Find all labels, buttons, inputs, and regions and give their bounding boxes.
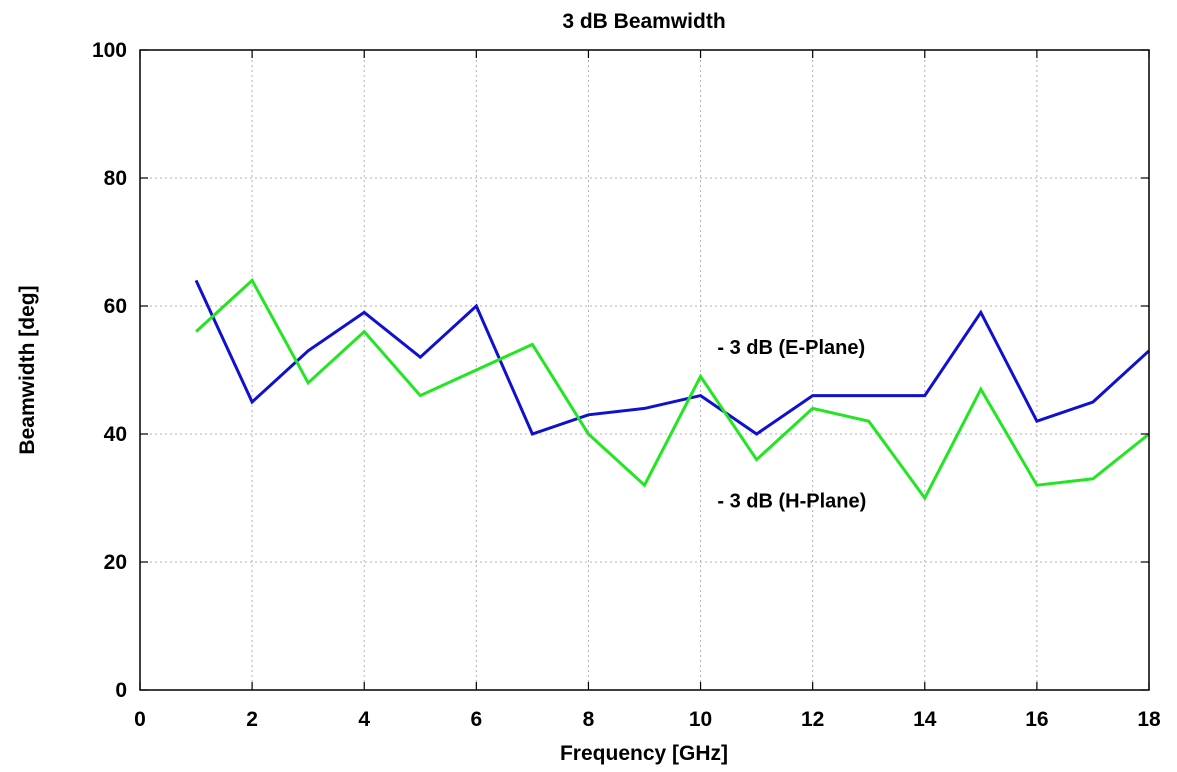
chart-title: 3 dB Beamwidth	[562, 10, 725, 33]
annotation-label-1: - 3 dB (E-Plane)	[717, 337, 865, 359]
x-tick-label: 2	[246, 708, 258, 731]
series-line-2	[195, 278, 1150, 501]
y-tick-label: 40	[104, 423, 127, 446]
x-tick-label: 18	[1137, 708, 1161, 731]
y-tick-label: 80	[104, 167, 127, 190]
x-tick-label: 14	[913, 708, 937, 731]
series-line-1	[194, 279, 1151, 436]
axis-ticks: 0 2 4 6 8 10 12 14 16 18 0 20 40 60 80 100	[92, 39, 1161, 731]
grid	[140, 50, 1149, 690]
y-tick-label: 100	[92, 39, 127, 62]
x-tick-label: 10	[689, 708, 712, 731]
plot-frame	[139, 49, 1150, 691]
x-tick-label: 8	[583, 708, 595, 731]
y-tick-label: 60	[104, 295, 127, 318]
y-axis-label: Beamwidth [deg]	[16, 285, 39, 454]
y-tick-label: 0	[115, 679, 127, 702]
x-tick-label: 4	[358, 708, 370, 731]
series-layer	[194, 278, 1151, 501]
x-tick-label: 0	[134, 708, 146, 731]
x-tick-label: 16	[1025, 708, 1048, 731]
x-tick-label: 12	[801, 708, 824, 731]
annotation-label-2: - 3 dB (H-Plane)	[717, 491, 866, 513]
x-axis-label: Frequency [GHz]	[560, 742, 728, 765]
x-tick-label: 6	[470, 708, 482, 731]
annotations: - 3 dB (E-Plane) - 3 dB (H-Plane)	[717, 337, 866, 513]
y-tick-label: 20	[104, 551, 127, 574]
